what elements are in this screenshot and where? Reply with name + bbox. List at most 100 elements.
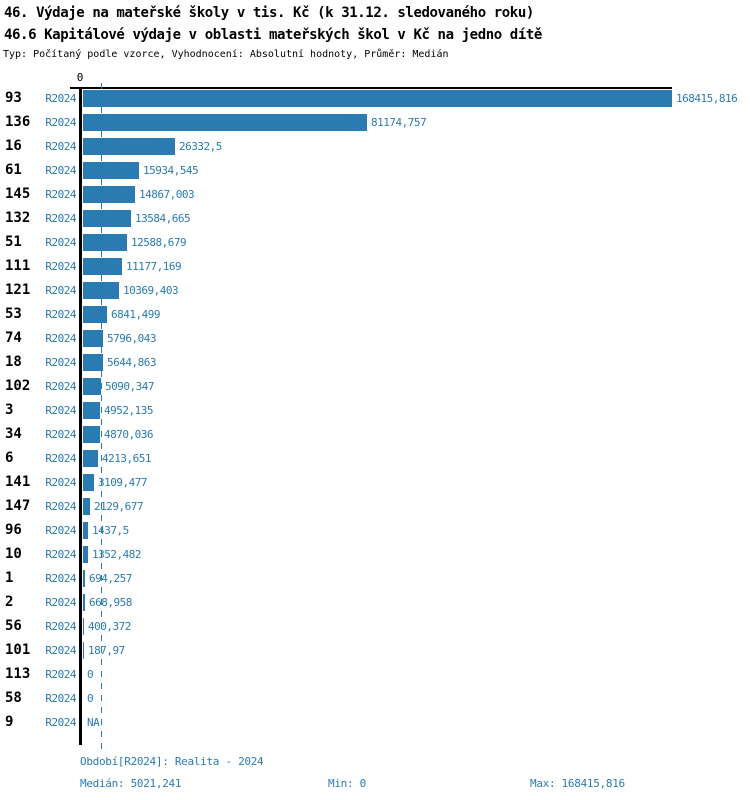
row-bar bbox=[83, 378, 101, 395]
row-series-label: R2024 bbox=[45, 476, 76, 489]
row-series-label: R2024 bbox=[45, 620, 76, 633]
row-category-label: 113 bbox=[5, 666, 31, 682]
row-bar bbox=[83, 594, 85, 611]
row-category-label: 96 bbox=[5, 522, 22, 538]
chart-title-line1: 46. Výdaje na mateřské školy v tis. Kč (… bbox=[4, 5, 534, 21]
row-category-label: 141 bbox=[5, 474, 31, 490]
row-series-label: R2024 bbox=[45, 380, 76, 393]
row-category-label: 145 bbox=[5, 186, 31, 202]
row-value-label: 14867,003 bbox=[139, 188, 195, 201]
row-series-label: R2024 bbox=[45, 332, 76, 345]
row-value-label: 4213,651 bbox=[102, 452, 151, 465]
row-bar bbox=[83, 642, 84, 659]
row-bar bbox=[83, 474, 94, 491]
footer-min-label: Min: 0 bbox=[328, 777, 366, 790]
row-bar bbox=[83, 450, 98, 467]
row-bar bbox=[83, 210, 131, 227]
row-category-label: 111 bbox=[5, 258, 31, 274]
row-series-label: R2024 bbox=[45, 356, 76, 369]
row-value-label: 5796,043 bbox=[107, 332, 156, 345]
row-bar bbox=[83, 282, 119, 299]
row-bar bbox=[83, 234, 127, 251]
row-value-label: 0 bbox=[87, 668, 94, 681]
row-series-label: R2024 bbox=[45, 140, 76, 153]
row-value-label: 694,257 bbox=[89, 572, 132, 585]
row-series-label: R2024 bbox=[45, 428, 76, 441]
median-reference-line bbox=[101, 83, 102, 750]
row-value-label: 26332,5 bbox=[179, 140, 222, 153]
row-bar bbox=[83, 354, 103, 371]
row-series-label: R2024 bbox=[45, 524, 76, 537]
row-category-label: 61 bbox=[5, 162, 22, 178]
chart-meta-line: Typ: Počítaný podle vzorce, Vyhodnocení:… bbox=[3, 49, 449, 60]
row-bar bbox=[83, 114, 367, 131]
row-bar bbox=[83, 258, 122, 275]
row-series-label: R2024 bbox=[45, 668, 76, 681]
row-bar bbox=[83, 90, 672, 107]
row-bar bbox=[83, 186, 135, 203]
row-category-label: 1 bbox=[5, 570, 14, 586]
row-bar bbox=[83, 570, 85, 587]
row-value-label: 1352,482 bbox=[92, 548, 141, 561]
row-series-label: R2024 bbox=[45, 548, 76, 561]
row-series-label: R2024 bbox=[45, 596, 76, 609]
row-category-label: 132 bbox=[5, 210, 31, 226]
row-series-label: R2024 bbox=[45, 572, 76, 585]
row-bar bbox=[83, 546, 88, 563]
row-series-label: R2024 bbox=[45, 452, 76, 465]
row-value-label: 168415,816 bbox=[676, 92, 738, 105]
row-series-label: R2024 bbox=[45, 92, 76, 105]
row-series-label: R2024 bbox=[45, 500, 76, 513]
row-value-label: 4952,135 bbox=[104, 404, 153, 417]
row-series-label: R2024 bbox=[45, 716, 76, 729]
row-value-label: NA bbox=[87, 716, 100, 729]
row-category-label: 6 bbox=[5, 450, 14, 466]
row-value-label: 187,97 bbox=[88, 644, 125, 657]
row-category-label: 2 bbox=[5, 594, 14, 610]
row-value-label: 4870,036 bbox=[104, 428, 153, 441]
row-value-label: 668,958 bbox=[89, 596, 132, 609]
row-category-label: 56 bbox=[5, 618, 22, 634]
row-value-label: 15934,545 bbox=[143, 164, 199, 177]
row-bar bbox=[83, 306, 107, 323]
row-category-label: 121 bbox=[5, 282, 31, 298]
footer-period-label: Období[R2024]: Realita - 2024 bbox=[80, 755, 264, 768]
y-axis-line bbox=[79, 87, 82, 745]
row-series-label: R2024 bbox=[45, 404, 76, 417]
row-series-label: R2024 bbox=[45, 644, 76, 657]
row-series-label: R2024 bbox=[45, 188, 76, 201]
footer-max-label: Max: 168415,816 bbox=[530, 777, 625, 790]
row-value-label: 81174,757 bbox=[371, 116, 427, 129]
row-value-label: 0 bbox=[87, 692, 94, 705]
row-value-label: 2129,677 bbox=[94, 500, 143, 513]
row-value-label: 5644,863 bbox=[107, 356, 156, 369]
row-series-label: R2024 bbox=[45, 236, 76, 249]
row-category-label: 147 bbox=[5, 498, 31, 514]
row-value-label: 10369,403 bbox=[123, 284, 179, 297]
footer-median-label: Medián: 5021,241 bbox=[80, 777, 182, 790]
row-category-label: 136 bbox=[5, 114, 31, 130]
row-bar bbox=[83, 402, 100, 419]
axis-top-line bbox=[70, 87, 672, 89]
row-category-label: 10 bbox=[5, 546, 22, 562]
row-category-label: 101 bbox=[5, 642, 31, 658]
row-value-label: 12588,679 bbox=[131, 236, 187, 249]
row-bar bbox=[83, 138, 175, 155]
row-category-label: 102 bbox=[5, 378, 31, 394]
row-value-label: 3109,477 bbox=[98, 476, 147, 489]
row-value-label: 6841,499 bbox=[111, 308, 160, 321]
row-category-label: 18 bbox=[5, 354, 22, 370]
row-bar bbox=[83, 498, 90, 515]
chart-title-line2: 46.6 Kapitálové výdaje v oblasti mateřsk… bbox=[4, 27, 542, 43]
row-bar bbox=[83, 618, 84, 635]
row-category-label: 34 bbox=[5, 426, 22, 442]
row-category-label: 74 bbox=[5, 330, 22, 346]
row-series-label: R2024 bbox=[45, 308, 76, 321]
row-series-label: R2024 bbox=[45, 692, 76, 705]
axis-zero-tick-label: 0 bbox=[76, 71, 84, 84]
row-series-label: R2024 bbox=[45, 260, 76, 273]
row-series-label: R2024 bbox=[45, 164, 76, 177]
row-value-label: 1437,5 bbox=[92, 524, 129, 537]
row-series-label: R2024 bbox=[45, 212, 76, 225]
row-category-label: 51 bbox=[5, 234, 22, 250]
